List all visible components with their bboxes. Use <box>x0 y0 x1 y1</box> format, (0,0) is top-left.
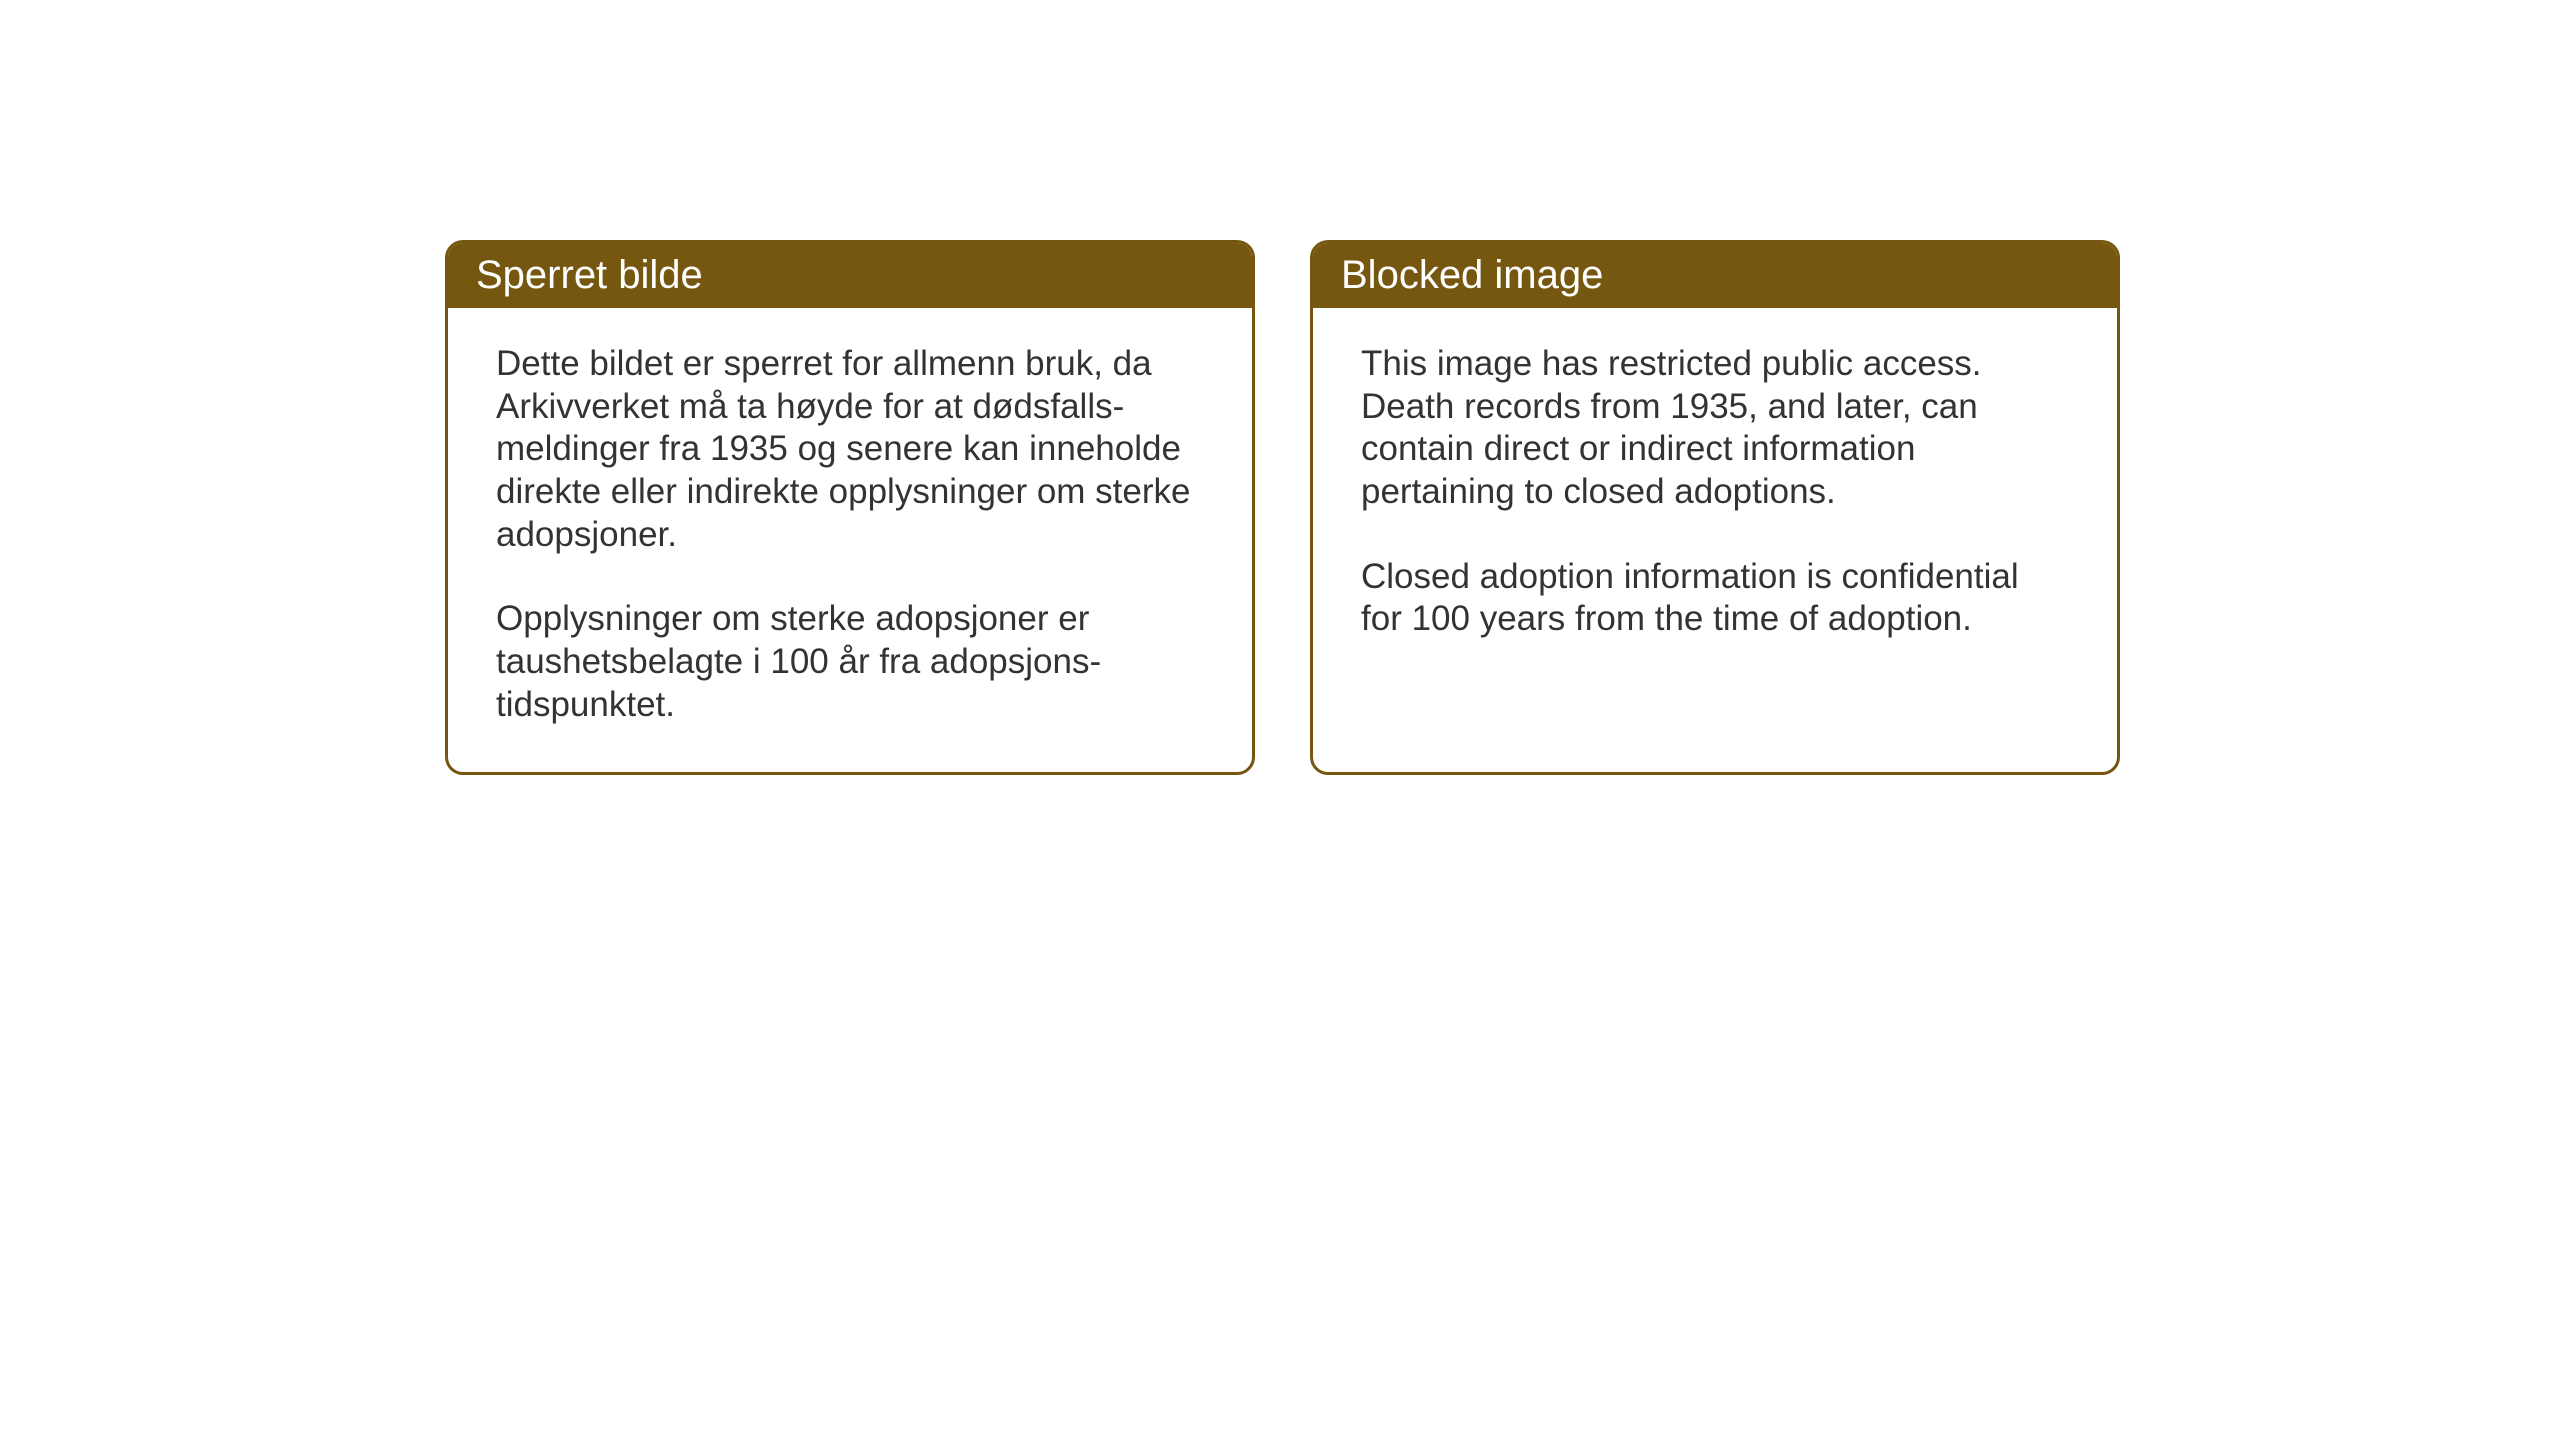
cards-container: Sperret bilde Dette bildet er sperret fo… <box>445 240 2120 775</box>
card-norwegian-paragraph-1: Dette bildet er sperret for allmenn bruk… <box>496 343 1204 556</box>
card-norwegian-title: Sperret bilde <box>476 253 703 297</box>
card-norwegian-paragraph-2: Opplysninger om sterke adopsjoner er tau… <box>496 598 1204 726</box>
card-norwegian: Sperret bilde Dette bildet er sperret fo… <box>445 240 1255 775</box>
card-english-header: Blocked image <box>1313 243 2117 308</box>
card-english-title: Blocked image <box>1341 253 1603 297</box>
card-norwegian-body: Dette bildet er sperret for allmenn bruk… <box>448 308 1252 772</box>
card-english: Blocked image This image has restricted … <box>1310 240 2120 775</box>
card-english-paragraph-2: Closed adoption information is confident… <box>1361 556 2069 641</box>
card-english-body: This image has restricted public access.… <box>1313 308 2117 686</box>
card-norwegian-header: Sperret bilde <box>448 243 1252 308</box>
card-english-paragraph-1: This image has restricted public access.… <box>1361 343 2069 514</box>
